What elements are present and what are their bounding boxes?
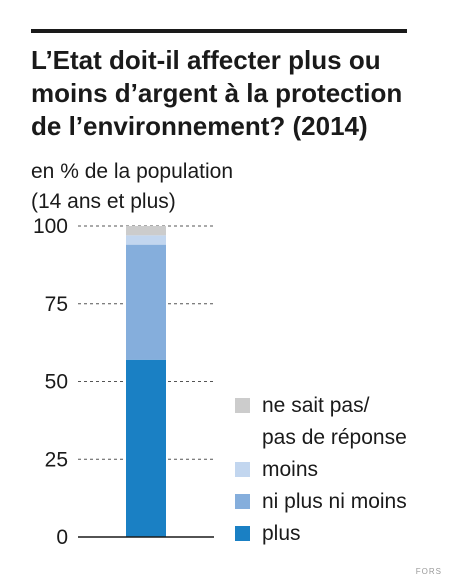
y-tick-label-25: 25 <box>45 448 68 471</box>
legend-label-2-1: moins <box>262 458 318 481</box>
title-line-2: moins d’argent à la protection <box>31 78 403 108</box>
bar-segment-4 <box>126 226 166 236</box>
top-rule <box>31 29 407 33</box>
chart-subtitle: en % de la population (14 ans et plus) <box>31 157 233 217</box>
legend-label-1-2: pas de réponse <box>262 426 407 449</box>
legend-label-3-1: ni plus ni moins <box>262 490 407 513</box>
title-line-3: de l’environnement? (2014) <box>31 111 368 141</box>
legend: ne sait pas/pas de réponse moins ni plus n… <box>235 394 407 545</box>
bar-segment-1 <box>126 359 166 537</box>
legend-label-1-1: ne sait pas/ <box>262 394 370 417</box>
y-tick-label-75: 75 <box>45 293 68 316</box>
source-logo: FORS <box>415 567 442 576</box>
y-tick-label-100: 100 <box>33 215 68 238</box>
bar-segments <box>126 226 166 537</box>
bar-segment-3 <box>126 235 166 245</box>
y-tick-label-50: 50 <box>45 371 68 394</box>
bar-segment-2 <box>126 244 166 360</box>
title-line-1: L’Etat doit-il affecter plus ou <box>31 45 381 75</box>
legend-label-4-1: plus <box>262 522 301 545</box>
legend-swatch-1 <box>235 398 250 413</box>
subtitle-line-2: (14 ans et plus) <box>31 190 176 213</box>
legend-swatch-2 <box>235 462 250 477</box>
subtitle-line-1: en % de la population <box>31 160 233 183</box>
y-tick-label-0: 0 <box>56 526 68 549</box>
y-tick-labels: 0 25 50 75 100 <box>33 215 68 549</box>
legend-swatch-4 <box>235 526 250 541</box>
legend-swatch-3 <box>235 494 250 509</box>
chart-title: L’Etat doit-il affecter plus ou moins d’… <box>31 44 431 143</box>
